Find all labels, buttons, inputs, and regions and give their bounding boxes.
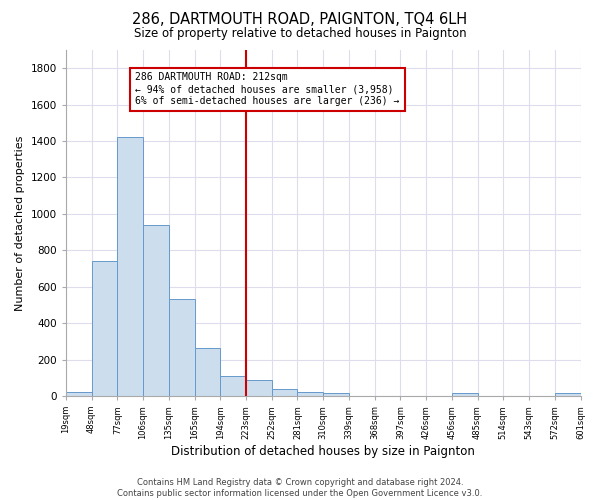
- Bar: [220, 376, 246, 396]
- Bar: [452, 393, 478, 396]
- Y-axis label: Number of detached properties: Number of detached properties: [15, 136, 25, 310]
- Bar: [298, 392, 323, 396]
- Text: 286, DARTMOUTH ROAD, PAIGNTON, TQ4 6LH: 286, DARTMOUTH ROAD, PAIGNTON, TQ4 6LH: [133, 12, 467, 28]
- Bar: [246, 380, 272, 396]
- Bar: [118, 138, 143, 396]
- Bar: [194, 348, 220, 396]
- Bar: [555, 393, 581, 396]
- Bar: [323, 393, 349, 396]
- X-axis label: Distribution of detached houses by size in Paignton: Distribution of detached houses by size …: [171, 444, 475, 458]
- Bar: [92, 261, 118, 396]
- Text: Contains HM Land Registry data © Crown copyright and database right 2024.
Contai: Contains HM Land Registry data © Crown c…: [118, 478, 482, 498]
- Bar: [143, 225, 169, 396]
- Text: Size of property relative to detached houses in Paignton: Size of property relative to detached ho…: [134, 28, 466, 40]
- Bar: [169, 300, 194, 396]
- Bar: [272, 388, 298, 396]
- Text: 286 DARTMOUTH ROAD: 212sqm
← 94% of detached houses are smaller (3,958)
6% of se: 286 DARTMOUTH ROAD: 212sqm ← 94% of deta…: [136, 72, 400, 106]
- Bar: [66, 392, 92, 396]
